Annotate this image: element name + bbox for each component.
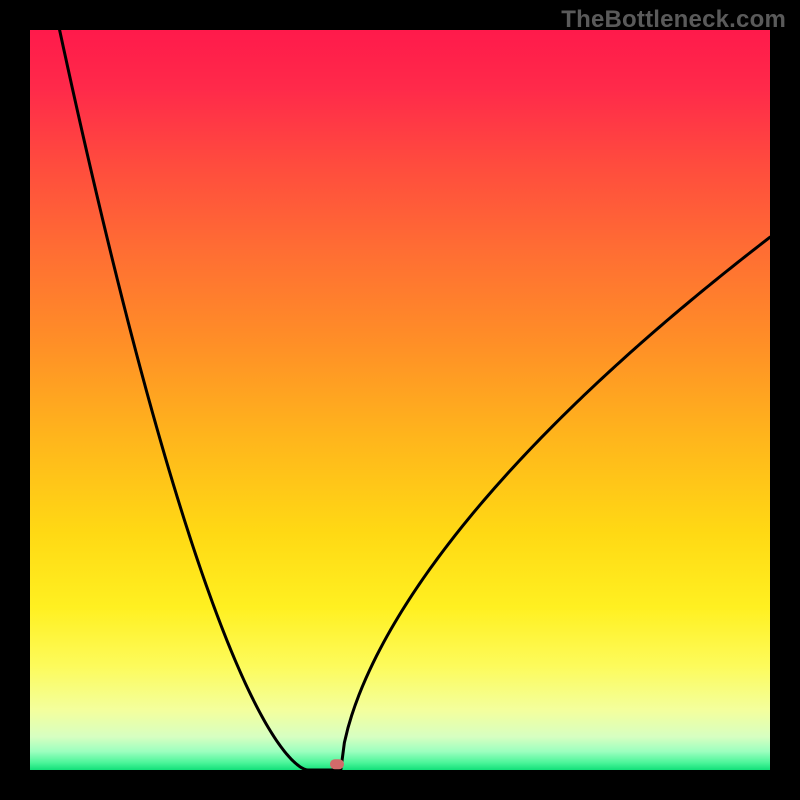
curve-path (60, 30, 770, 770)
optimum-marker (330, 759, 344, 769)
plot-area (30, 30, 770, 770)
bottleneck-curve (30, 30, 770, 770)
chart-container: TheBottleneck.com (0, 0, 800, 800)
